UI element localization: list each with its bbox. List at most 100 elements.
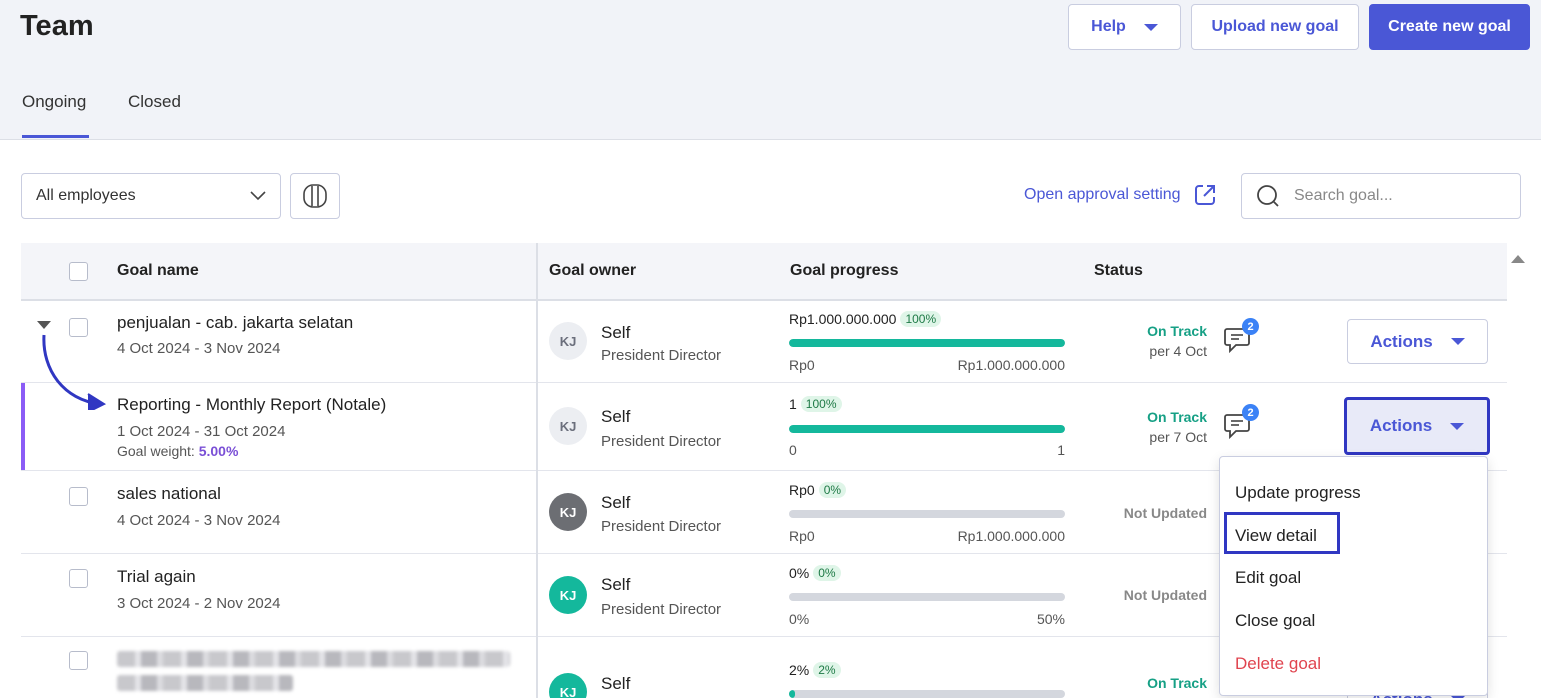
table-row[interactable]: Reporting - Monthly Report (Notale) 1 Oc… — [21, 383, 1507, 471]
column-header-goal-name: Goal name — [117, 262, 199, 279]
menu-item-delete-goal[interactable]: Delete goal — [1235, 654, 1322, 673]
collapse-caret-icon[interactable] — [37, 321, 51, 329]
progress-max: Rp1.000.000.000 — [957, 357, 1065, 373]
progress-percent-badge: 0% — [818, 482, 847, 498]
goal-owner-name: Self — [601, 407, 631, 426]
goal-owner-name: Self — [601, 674, 631, 693]
column-header-status: Status — [1094, 262, 1143, 279]
progress-percent-badge: 100% — [800, 396, 842, 412]
progress-value: 1 100% — [789, 396, 842, 412]
menu-item-edit-goal[interactable]: Edit goal — [1235, 568, 1302, 587]
table-row[interactable]: penjualan - cab. jakarta selatan 4 Oct 2… — [21, 302, 1507, 383]
status-badge: Not Updated — [1123, 505, 1207, 521]
menu-item-close-goal[interactable]: Close goal — [1235, 611, 1316, 630]
row-checkbox[interactable] — [69, 651, 88, 670]
progress-max: Rp1.000.000.000 — [957, 528, 1065, 544]
avatar: KJ — [549, 673, 587, 698]
progress-min: Rp0 — [789, 357, 815, 373]
approval-link-label: Open approval setting — [1024, 186, 1181, 203]
progress-bar — [789, 339, 1065, 347]
search-input[interactable] — [1294, 187, 1494, 205]
create-goal-button[interactable]: Create new goal — [1369, 4, 1530, 50]
goal-date-range: 4 Oct 2024 - 3 Nov 2024 — [117, 512, 281, 529]
select-all-checkbox[interactable] — [69, 262, 88, 281]
search-icon — [1257, 185, 1279, 207]
open-approval-setting-link[interactable]: Open approval setting — [1024, 183, 1217, 207]
row-checkbox[interactable] — [69, 569, 88, 588]
tab-closed[interactable]: Closed — [128, 92, 181, 111]
goal-name[interactable]: Reporting - Monthly Report (Notale) — [117, 395, 387, 414]
progress-current: Rp0 — [789, 482, 815, 498]
column-header-goal-owner: Goal owner — [549, 262, 637, 279]
goal-date-range: 3 Oct 2024 - 2 Nov 2024 — [117, 595, 281, 612]
row-checkbox[interactable] — [69, 318, 88, 337]
help-button[interactable]: Help — [1068, 4, 1181, 50]
chevron-down-icon — [1450, 422, 1465, 430]
column-header-goal-progress: Goal progress — [790, 262, 899, 279]
status-date: per 4 Oct — [1149, 343, 1207, 359]
progress-value: 2% 2% — [789, 662, 841, 678]
actions-dropdown-menu: Update progress View detail Edit goal Cl… — [1219, 456, 1488, 696]
goal-owner-name: Self — [601, 575, 631, 594]
progress-max: 1 — [1057, 442, 1065, 458]
goal-owner-role: President Director — [601, 433, 722, 450]
goal-owner-name: Self — [601, 493, 631, 512]
menu-item-view-detail[interactable]: View detail — [1235, 526, 1317, 545]
chevron-down-icon — [250, 191, 266, 201]
actions-button[interactable]: Actions — [1344, 397, 1490, 455]
progress-value: Rp0 0% — [789, 482, 847, 498]
progress-value: 0% 0% — [789, 565, 841, 581]
row-checkbox[interactable] — [69, 487, 88, 506]
goal-owner-role: President Director — [601, 518, 722, 535]
goal-owner-role: President Director — [601, 601, 722, 618]
status-badge: Not Updated — [1123, 587, 1207, 603]
employee-filter-select[interactable]: All employees — [21, 173, 281, 219]
progress-bar-fill — [789, 339, 1065, 347]
column-settings-button[interactable] — [290, 173, 340, 219]
avatar: KJ — [549, 576, 587, 614]
child-goal-indicator — [21, 383, 25, 470]
menu-item-update-progress[interactable]: Update progress — [1235, 483, 1361, 502]
progress-bar — [789, 510, 1065, 518]
progress-current: 1 — [789, 396, 797, 412]
scroll-up-arrow-icon[interactable] — [1511, 255, 1525, 263]
table-row[interactable]: sales national 4 Oct 2024 - 3 Nov 2024 K… — [21, 471, 1507, 554]
goal-name[interactable]: penjualan - cab. jakarta selatan — [117, 313, 354, 332]
progress-min: 0 — [789, 442, 797, 458]
goal-name[interactable]: sales national — [117, 484, 221, 503]
comments-button[interactable]: 2 — [1223, 318, 1259, 358]
actions-button-label: Actions — [1370, 331, 1433, 351]
progress-percent-badge: 100% — [900, 311, 942, 327]
progress-current: Rp1.000.000.000 — [789, 311, 897, 327]
status-date: per 7 Oct — [1149, 429, 1207, 445]
goal-date-range: 4 Oct 2024 - 3 Nov 2024 — [117, 340, 281, 357]
table-row[interactable]: Trial again 3 Oct 2024 - 2 Nov 2024 KJ S… — [21, 554, 1507, 637]
actions-button[interactable]: Actions — [1347, 319, 1488, 364]
goal-weight-label: Goal weight: — [117, 443, 195, 459]
progress-min: 0% — [789, 611, 810, 627]
progress-percent-badge: 0% — [813, 565, 841, 581]
search-goal-field[interactable] — [1241, 173, 1521, 219]
comments-button[interactable]: 2 — [1223, 404, 1259, 444]
columns-icon — [303, 184, 327, 208]
progress-bar-fill — [789, 690, 795, 698]
goal-owner-name: Self — [601, 323, 631, 342]
highlight-box — [1224, 512, 1340, 554]
status-badge: On Track — [1147, 323, 1207, 339]
goal-weight: Goal weight: 5.00% — [117, 443, 238, 459]
table-header: Goal name Goal owner Goal progress Statu… — [21, 243, 1507, 301]
progress-percent-badge: 2% — [813, 662, 841, 678]
comment-count-badge: 2 — [1242, 318, 1259, 335]
progress-max: 50% — [1036, 611, 1065, 627]
progress-value: Rp1.000.000.000 100% — [789, 311, 942, 327]
tab-ongoing[interactable]: Ongoing — [22, 92, 87, 111]
goal-name[interactable]: Trial again — [117, 567, 196, 586]
avatar: KJ — [549, 407, 587, 445]
progress-min: Rp0 — [789, 528, 815, 544]
upload-goal-button[interactable]: Upload new goal — [1191, 4, 1359, 50]
chevron-down-icon — [1450, 696, 1465, 698]
redacted-goal-name — [117, 651, 510, 667]
progress-bar — [789, 425, 1065, 433]
progress-current: 0% — [789, 565, 810, 581]
progress-bar — [789, 690, 1065, 698]
